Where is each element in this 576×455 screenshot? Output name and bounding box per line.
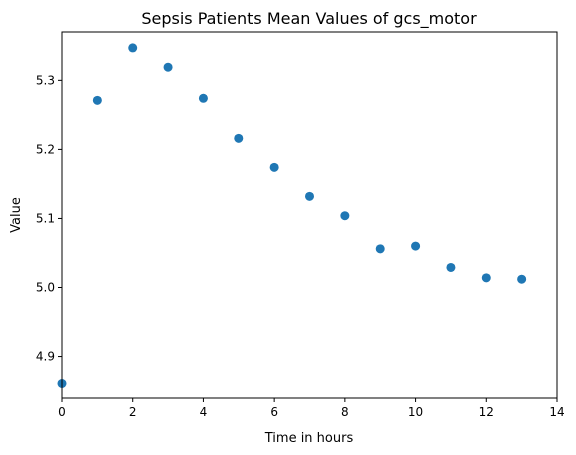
y-tick-label: 5.0 — [36, 281, 55, 295]
data-point — [340, 211, 350, 221]
data-point — [128, 43, 138, 53]
x-tick-label: 10 — [408, 405, 423, 419]
y-tick-label: 5.3 — [36, 73, 55, 87]
data-point — [517, 274, 527, 284]
data-point — [375, 244, 385, 254]
y-tick-label: 5.1 — [36, 211, 55, 225]
x-axis-label: Time in hours — [264, 431, 354, 446]
y-tick-label: 5.2 — [36, 142, 55, 156]
data-point — [269, 162, 279, 172]
data-point — [163, 62, 173, 72]
data-point — [198, 93, 208, 103]
y-tick-label: 4.9 — [36, 350, 55, 364]
plot-area — [57, 43, 527, 388]
x-tick-label: 12 — [479, 405, 494, 419]
x-tick-label: 4 — [200, 405, 208, 419]
data-point — [305, 191, 314, 201]
x-tick-label: 2 — [129, 405, 137, 419]
y-axis-label: Value — [9, 197, 24, 233]
data-point — [446, 262, 456, 272]
x-tick-label: 14 — [549, 405, 564, 419]
x-tick-label: 6 — [270, 405, 278, 419]
axes-frame — [61, 31, 558, 399]
data-point — [411, 241, 421, 251]
data-point — [234, 133, 244, 143]
data-point — [92, 95, 102, 105]
x-tick-label: 0 — [58, 405, 66, 419]
x-tick-label: 8 — [341, 405, 349, 419]
data-point — [481, 273, 491, 283]
chart-title: Sepsis Patients Mean Values of gcs_motor — [141, 9, 477, 29]
